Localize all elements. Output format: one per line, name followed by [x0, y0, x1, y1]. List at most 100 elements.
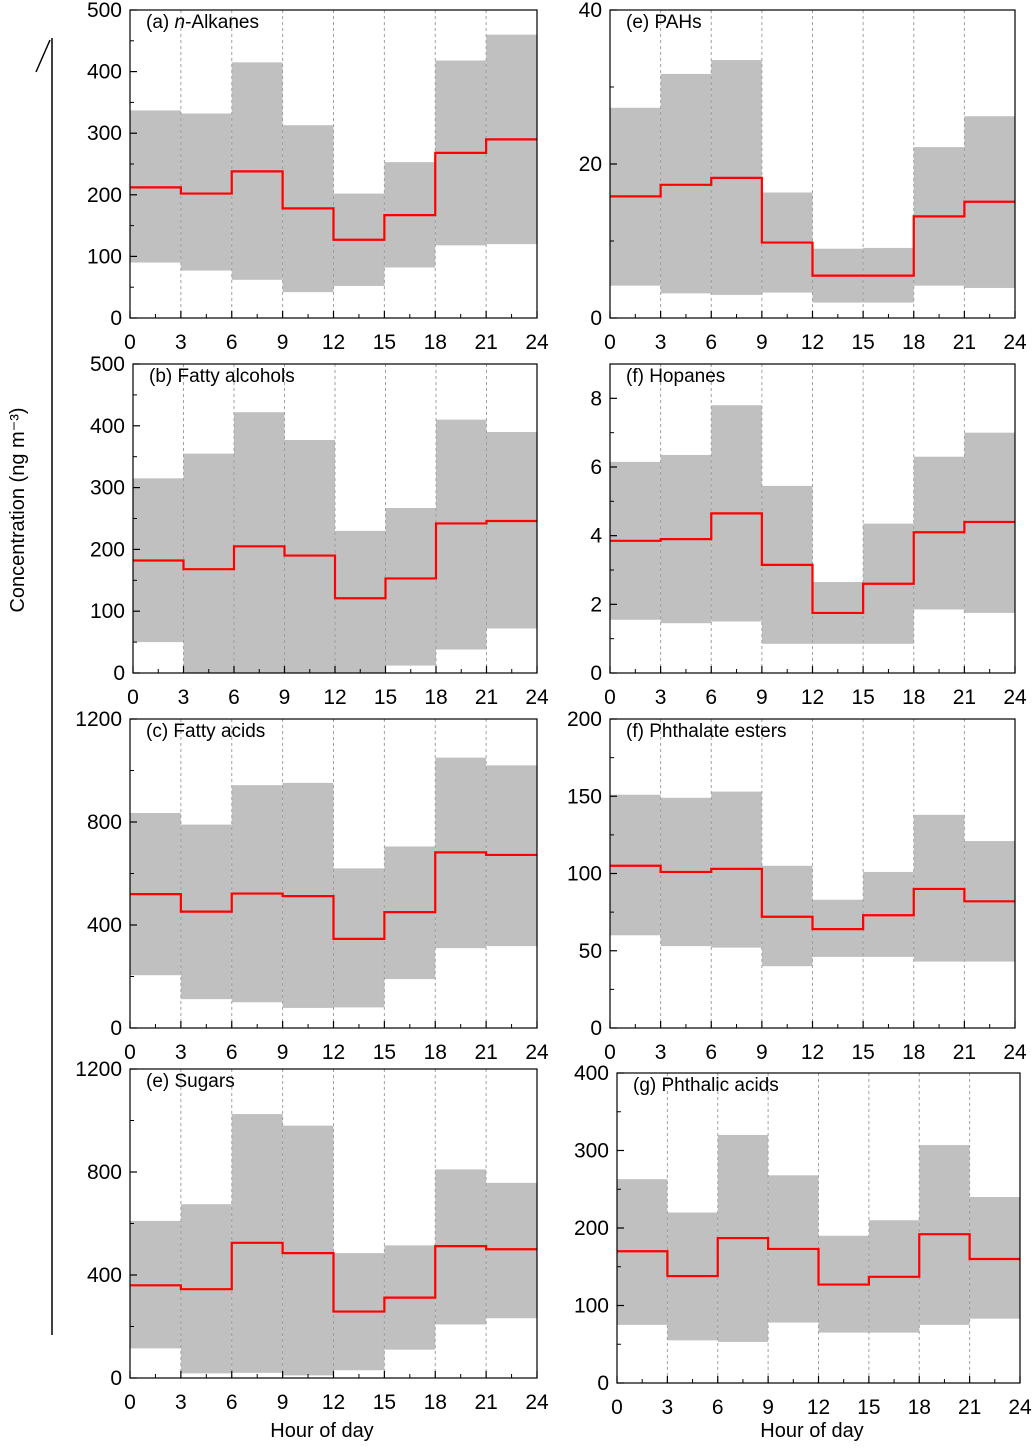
- x-tick-label: 21: [474, 1391, 497, 1414]
- range-band-bin-3: [282, 1125, 334, 1376]
- x-tick-label: 6: [705, 686, 717, 709]
- x-tick-label: 3: [175, 1391, 187, 1414]
- y-tick-label: 1200: [75, 708, 122, 731]
- x-tick-label: 6: [226, 331, 238, 354]
- panel-title: (c) Fatty acids: [146, 721, 265, 742]
- x-tick-label: 0: [604, 686, 616, 709]
- x-tick-label: 15: [373, 1391, 396, 1414]
- y-tick-label: 0: [590, 307, 602, 330]
- x-axis-title-right: Hour of day: [760, 1420, 863, 1442]
- panel-title: (f) Hopanes: [626, 366, 725, 387]
- y-tick-label: 2: [590, 593, 602, 616]
- x-tick-label: 3: [178, 686, 190, 709]
- x-tick-label: 0: [604, 1041, 616, 1064]
- chart-panel-3: 0 3 6 9 12 15 18 21 24 0 100 200 300 400 500 (b) Fatty …: [90, 353, 549, 709]
- chart-panel-2: 0 3 6 9 12 15 18 21 24 0 20 40 (e) PAHs: [579, 0, 1027, 354]
- y-tick-label: 0: [110, 1367, 122, 1390]
- panel-title: (e) PAHs: [626, 12, 702, 33]
- x-tick-label: 21: [958, 1396, 981, 1419]
- x-tick-label: 6: [705, 331, 717, 354]
- x-tick-label: 21: [953, 686, 976, 709]
- x-tick-label: 9: [279, 686, 291, 709]
- x-axis-title-left: Hour of day: [270, 1420, 373, 1442]
- x-tick-label: 9: [277, 1391, 289, 1414]
- shared-axis-bracket-tip: [35, 39, 51, 73]
- x-tick-label: 12: [322, 1041, 345, 1064]
- x-tick-label: 12: [801, 1041, 824, 1064]
- x-tick-label: 21: [474, 1041, 497, 1064]
- y-tick-label: 8: [590, 387, 602, 410]
- x-tick-label: 3: [175, 331, 187, 354]
- panel-title: (f) Phthalate esters: [626, 721, 787, 742]
- chart-panel-7: 0 3 6 9 12 15 18 21 24 0 400 800 1200 (e) Sugars: [75, 1058, 549, 1414]
- y-tick-label: 200: [90, 538, 125, 561]
- x-tick-label: 24: [525, 331, 549, 354]
- x-tick-label: 12: [801, 331, 824, 354]
- panel-title: (b) Fatty alcohols: [149, 366, 295, 387]
- x-tick-label: 18: [424, 1391, 447, 1414]
- y-tick-label: 800: [87, 1161, 122, 1184]
- range-band-bin-1: [183, 453, 234, 673]
- x-tick-label: 9: [277, 1041, 289, 1064]
- y-tick-label: 500: [87, 0, 122, 22]
- x-tick-label: 6: [228, 686, 240, 709]
- y-tick-label: 300: [87, 122, 122, 145]
- x-tick-label: 24: [1003, 686, 1027, 709]
- x-tick-label: 18: [902, 331, 925, 354]
- y-tick-label: 400: [574, 1062, 609, 1085]
- y-tick-label: 100: [90, 600, 125, 623]
- x-tick-label: 3: [655, 686, 667, 709]
- y-tick-label: 200: [87, 184, 122, 207]
- x-tick-label: 9: [756, 331, 768, 354]
- x-tick-label: 15: [857, 1396, 880, 1419]
- x-tick-label: 12: [322, 331, 345, 354]
- range-band-bin-7: [969, 1197, 1020, 1319]
- y-tick-label: 800: [87, 811, 122, 834]
- y-tick-label: 150: [567, 785, 602, 808]
- y-tick-label: 300: [574, 1140, 609, 1163]
- x-tick-label: 21: [474, 331, 497, 354]
- x-tick-label: 9: [756, 1041, 768, 1064]
- x-tick-label: 0: [124, 1041, 136, 1064]
- x-tick-label: 3: [655, 331, 667, 354]
- chart-panel-6: 0 3 6 9 12 15 18 21 24 0 50 100 150 200 (f) Phthalate …: [567, 708, 1027, 1064]
- x-tick-label: 3: [175, 1041, 187, 1064]
- x-tick-label: 18: [902, 1041, 925, 1064]
- y-tick-label: 100: [87, 245, 122, 268]
- x-tick-label: 0: [124, 331, 136, 354]
- x-tick-label: 18: [902, 686, 925, 709]
- range-band-bin-7: [486, 431, 537, 629]
- x-tick-label: 24: [1003, 331, 1027, 354]
- range-band-bin-7: [486, 1182, 537, 1319]
- x-tick-label: 12: [801, 686, 824, 709]
- y-tick-label: 0: [113, 662, 125, 685]
- x-tick-label: 21: [475, 686, 498, 709]
- x-tick-label: 21: [953, 331, 976, 354]
- median-step-line: [610, 176, 1015, 277]
- y-tick-label: 500: [90, 353, 125, 376]
- x-tick-label: 18: [908, 1396, 931, 1419]
- y-tick-label: 6: [590, 456, 602, 479]
- y-tick-label: 400: [87, 61, 122, 84]
- x-tick-label: 3: [662, 1396, 674, 1419]
- y-tick-label: 200: [567, 708, 602, 731]
- x-tick-label: 6: [226, 1391, 238, 1414]
- range-band-bin-2: [234, 412, 285, 673]
- x-tick-label: 6: [226, 1041, 238, 1064]
- x-tick-label: 3: [655, 1041, 667, 1064]
- x-tick-label: 6: [712, 1396, 724, 1419]
- range-band-bin-4: [335, 530, 386, 673]
- range-band-bin-6: [436, 419, 487, 650]
- y-tick-label: 40: [579, 0, 602, 22]
- y-tick-label: 0: [590, 662, 602, 685]
- y-tick-label: 50: [579, 940, 602, 963]
- panel-title: (a) n-Alkanes: [146, 12, 259, 33]
- x-tick-label: 9: [277, 331, 289, 354]
- x-tick-label: 24: [525, 686, 549, 709]
- y-tick-label: 0: [110, 307, 122, 330]
- panel-title: (g) Phthalic acids: [633, 1075, 779, 1096]
- y-tick-label: 20: [579, 153, 602, 176]
- y-tick-label: 100: [574, 1295, 609, 1318]
- shared-y-axis-title: Concentration (ng m⁻³): [7, 407, 29, 612]
- y-tick-label: 300: [90, 477, 125, 500]
